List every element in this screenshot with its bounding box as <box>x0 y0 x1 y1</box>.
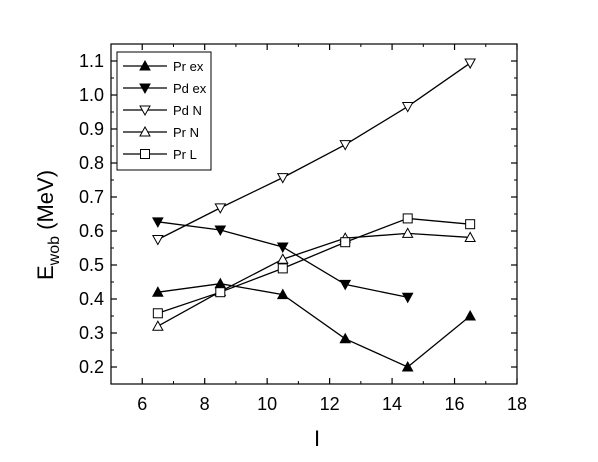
x-tick-label: 18 <box>507 394 527 414</box>
series-line <box>157 283 471 368</box>
series-pr-l <box>152 213 476 319</box>
data-point <box>151 235 164 246</box>
x-tick-label: 10 <box>257 394 277 414</box>
data-point <box>464 309 477 321</box>
legend-entry: Pd N <box>123 103 202 118</box>
y-tick-label: 0.5 <box>79 255 104 275</box>
y-tick-label: 0.7 <box>79 187 104 207</box>
legend-label: Pd N <box>173 103 202 118</box>
data-point <box>215 287 226 298</box>
legend-marker <box>140 149 150 159</box>
y-axis-title-main: E <box>33 265 58 280</box>
y-tick-label: 0.6 <box>79 221 104 241</box>
legend-entry: Pd ex <box>123 81 207 96</box>
legend-entry: Pr L <box>123 147 197 162</box>
data-point <box>276 242 289 254</box>
legend-marker <box>139 125 151 137</box>
series-line <box>157 217 471 314</box>
y-tick-label: 0.2 <box>79 357 104 377</box>
data-point <box>465 219 476 230</box>
data-point <box>276 253 289 264</box>
x-tick-label: 8 <box>200 394 210 414</box>
legend-label: Pr L <box>173 147 197 162</box>
data-point <box>152 308 163 319</box>
x-axis-title: I <box>314 426 320 451</box>
data-point <box>402 213 413 224</box>
x-tick-label: 16 <box>445 394 465 414</box>
legend: Pr ex Pd ex Pd N Pr N Pr L <box>116 51 212 171</box>
y-tick-label: 0.3 <box>79 323 104 343</box>
legend-marker <box>139 59 151 71</box>
legend-label: Pr N <box>173 125 199 140</box>
data-point <box>340 237 351 248</box>
axis-ticks: 6 8 10 12 14 16 18 0.2 0.3 0.4 0.5 0.6 0.7 0.8 0.9 1.0 1… <box>79 43 527 414</box>
data-point <box>339 279 352 291</box>
series-group <box>151 58 477 372</box>
x-tick-label: 12 <box>320 394 340 414</box>
y-tick-label: 1.1 <box>79 51 104 71</box>
series-pd-ex <box>151 217 414 304</box>
x-tick-label: 6 <box>137 394 147 414</box>
data-point <box>214 225 227 237</box>
legend-box <box>116 51 212 171</box>
legend-entry: Pr ex <box>123 59 204 74</box>
y-axis-title: Ewob (MeV) <box>33 170 63 280</box>
legend-marker <box>139 105 151 117</box>
data-point <box>401 360 414 372</box>
legend-marker <box>139 83 151 95</box>
data-point <box>401 227 414 238</box>
x-tick-label: 14 <box>382 394 402 414</box>
data-point <box>151 286 164 297</box>
series-line <box>157 62 471 241</box>
y-tick-label: 0.8 <box>79 153 104 173</box>
data-point <box>464 58 477 70</box>
data-point <box>151 320 164 331</box>
data-point <box>151 217 164 228</box>
y-axis-title-subscript: wob <box>46 236 63 266</box>
y-tick-label: 0.4 <box>79 289 104 309</box>
series-line <box>157 232 471 327</box>
legend-label: Pr ex <box>173 59 204 74</box>
data-point <box>401 102 414 113</box>
y-tick-label: 0.9 <box>79 119 104 139</box>
series-pd-n <box>151 58 477 246</box>
data-point <box>214 203 227 214</box>
data-point <box>401 292 414 304</box>
legend-entry: Pr N <box>123 125 199 140</box>
y-tick-label: 1.0 <box>79 85 104 105</box>
data-point <box>339 332 352 344</box>
data-point <box>276 173 289 184</box>
y-axis-title-unit: (MeV) <box>33 170 58 236</box>
data-point <box>464 231 477 242</box>
data-point <box>277 263 288 274</box>
data-point <box>339 140 352 151</box>
data-point <box>276 288 289 300</box>
legend-label: Pd ex <box>173 81 207 96</box>
series-pr-ex <box>151 277 477 372</box>
